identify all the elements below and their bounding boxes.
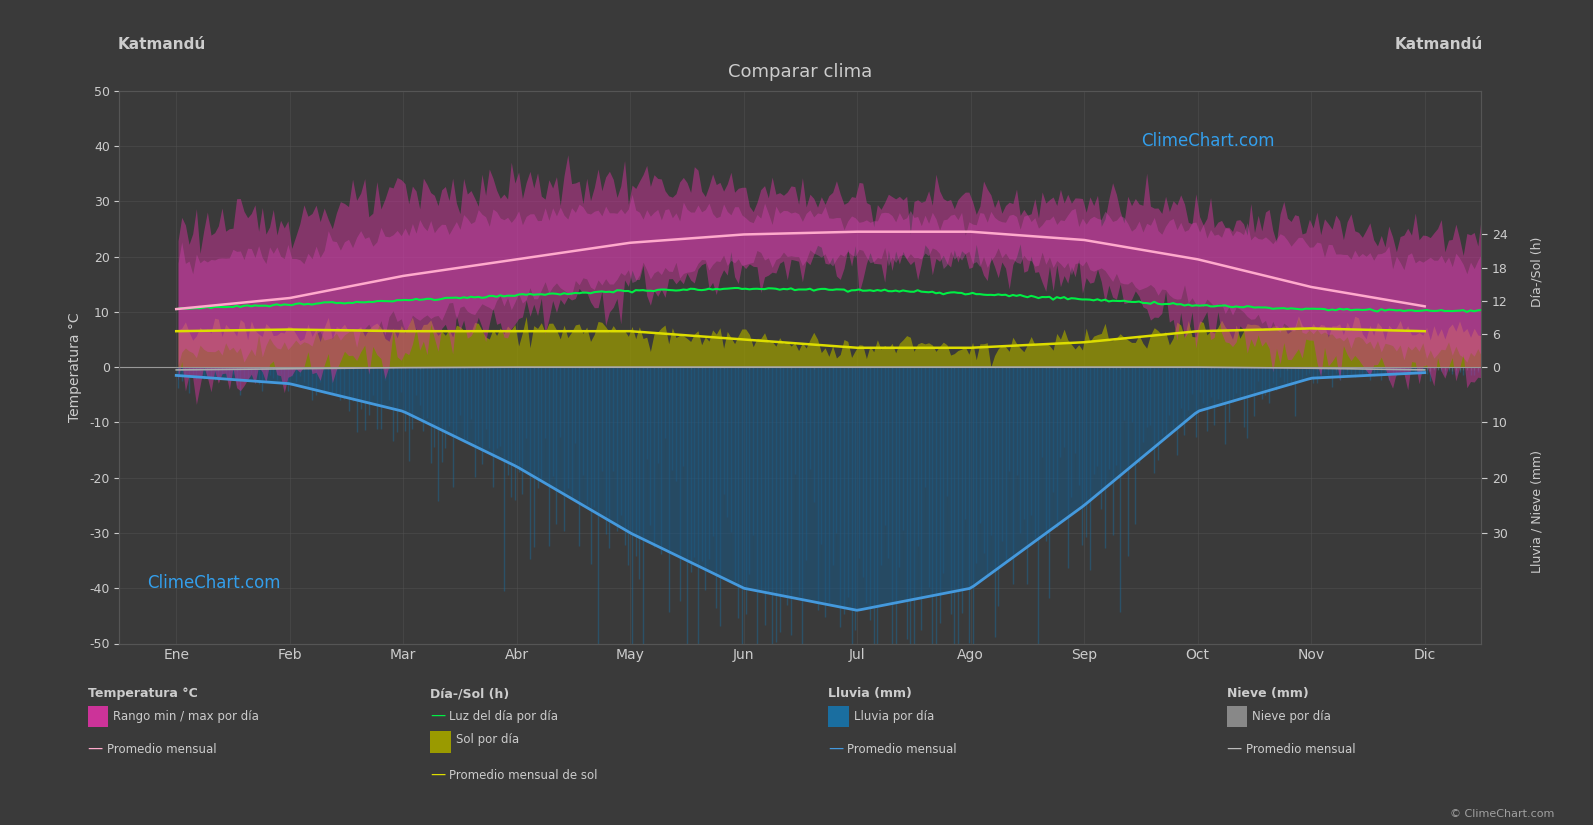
Text: —: —	[430, 708, 446, 723]
Text: —: —	[88, 741, 104, 756]
Text: ClimeChart.com: ClimeChart.com	[1141, 132, 1274, 150]
Text: Temperatura °C: Temperatura °C	[88, 687, 198, 700]
Text: © ClimeChart.com: © ClimeChart.com	[1450, 808, 1555, 818]
Text: Promedio mensual: Promedio mensual	[847, 742, 957, 756]
Text: Promedio mensual: Promedio mensual	[107, 742, 217, 756]
Text: Katmandú: Katmandú	[1394, 37, 1483, 52]
Y-axis label: Temperatura °C: Temperatura °C	[68, 313, 83, 422]
Text: —: —	[1227, 741, 1243, 756]
Text: ClimeChart.com: ClimeChart.com	[147, 574, 280, 592]
Text: Rango min / max por día: Rango min / max por día	[113, 710, 260, 723]
Text: Sol por día: Sol por día	[456, 733, 519, 747]
Text: Día-/Sol (h): Día-/Sol (h)	[430, 687, 510, 700]
Text: Lluvia / Nieve (mm): Lluvia / Nieve (mm)	[1531, 450, 1544, 573]
Text: Promedio mensual: Promedio mensual	[1246, 742, 1356, 756]
Text: —: —	[430, 767, 446, 782]
Text: Lluvia (mm): Lluvia (mm)	[828, 687, 913, 700]
Title: Comparar clima: Comparar clima	[728, 63, 873, 81]
Text: Promedio mensual de sol: Promedio mensual de sol	[449, 769, 597, 782]
Text: Día-/Sol (h): Día-/Sol (h)	[1531, 237, 1544, 308]
Text: Nieve (mm): Nieve (mm)	[1227, 687, 1308, 700]
Text: Lluvia por día: Lluvia por día	[854, 710, 933, 723]
Text: Luz del día por día: Luz del día por día	[449, 710, 558, 723]
Text: Katmandú: Katmandú	[118, 37, 207, 52]
Text: —: —	[828, 741, 844, 756]
Text: Nieve por día: Nieve por día	[1252, 710, 1332, 723]
